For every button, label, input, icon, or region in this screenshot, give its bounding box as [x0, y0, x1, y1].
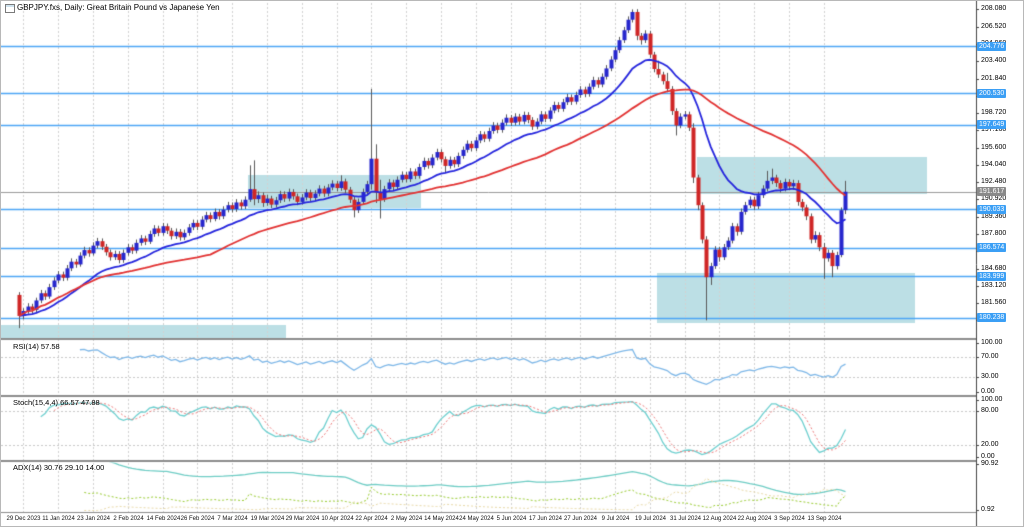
chart-window: GBPJPY.fxs, Daily: Great Britain Pound v… [0, 0, 1024, 527]
candlestick-chart-canvas[interactable] [1, 1, 1023, 526]
